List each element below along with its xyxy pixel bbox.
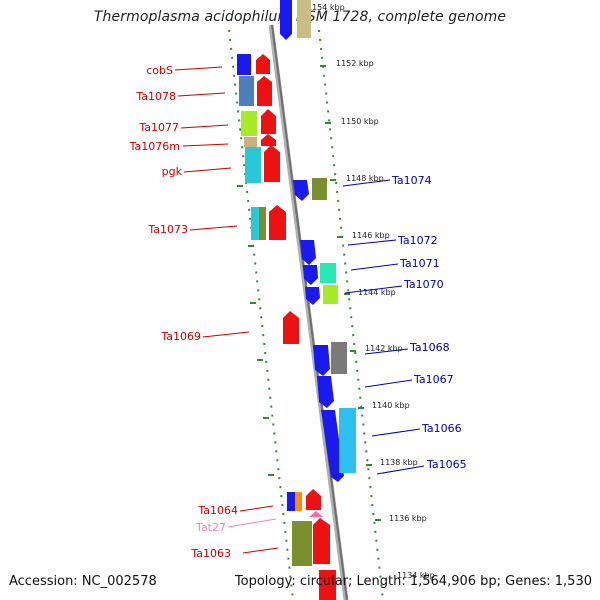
gene-block-lime[interactable] — [241, 111, 257, 136]
gene-label-Ta1067[interactable]: Ta1067 — [413, 373, 454, 386]
gene-block-olive-Ta1074[interactable] — [312, 178, 327, 200]
gene-label-Ta1069[interactable]: Ta1069 — [160, 330, 201, 343]
genome-backbone-shade — [271, 24, 348, 600]
scale-label: 1140 kbp — [372, 401, 410, 410]
scale-label: 1142 kbp — [365, 344, 403, 353]
gene-block-steelblue[interactable] — [239, 76, 254, 106]
gene-label-Ta1071[interactable]: Ta1071 — [399, 257, 440, 270]
right-leader-lines — [342, 179, 425, 475]
gene-arrow-Ta1070[interactable] — [305, 287, 320, 305]
gene-label-Ta1065[interactable]: Ta1065 — [426, 458, 467, 471]
gene-arrow-Ta1073[interactable] — [269, 205, 286, 240]
gene-arrow-cobS[interactable] — [256, 54, 270, 74]
gene-label-Ta1074[interactable]: Ta1074 — [391, 174, 432, 187]
gene-block-gray-Ta1068[interactable] — [331, 342, 347, 374]
left-leader-lines — [174, 66, 279, 554]
outer-dotted-ring — [318, 29, 384, 600]
accession-label: Accession: NC_002578 — [9, 574, 157, 589]
gene-block-olive-small[interactable] — [259, 207, 266, 240]
gene-arrow-Ta1067[interactable] — [317, 376, 334, 408]
gene-block-blue-small[interactable] — [287, 492, 295, 511]
scale-label: 1150 kbp — [341, 117, 379, 126]
gene-arrow-Ta1069[interactable] — [283, 311, 299, 344]
gene-label-Ta1078[interactable]: Ta1078 — [135, 90, 176, 103]
gene-label-Ta1064[interactable]: Ta1064 — [197, 504, 238, 517]
scale-label: 1134 kbp — [397, 571, 435, 580]
gene-label-Ta1072[interactable]: Ta1072 — [397, 234, 438, 247]
scale-label: 1144 kbp — [358, 288, 396, 297]
gene-block-aqua-Ta1071[interactable] — [320, 263, 336, 283]
gene-block-cyan[interactable] — [245, 147, 261, 183]
scale-label: 1138 kbp — [380, 458, 418, 467]
gene-label-Ta1077[interactable]: Ta1077 — [138, 121, 179, 134]
gene-label-Ta1066[interactable]: Ta1066 — [421, 422, 462, 435]
gene-block-cyan-small[interactable] — [251, 207, 259, 240]
gene-block-blue[interactable] — [237, 54, 251, 75]
scale-label: 1136 kbp — [389, 514, 427, 523]
gene-arrow-Ta1068[interactable] — [313, 345, 330, 376]
scale-label: 1148 kbp — [346, 174, 384, 183]
gene-arrow-Ta1077[interactable] — [261, 109, 276, 134]
gene-arrow-Ta1065[interactable] — [321, 410, 344, 482]
scale-label: 1152 kbp — [336, 59, 374, 68]
gene-arrow-Ta1072[interactable] — [300, 240, 316, 265]
gene-arrow-Ta1071a[interactable] — [303, 265, 318, 285]
inner-dotted-ring — [228, 29, 294, 600]
scale-label: 1146 kbp — [352, 231, 390, 240]
gene-label-pgk[interactable]: pgk — [162, 165, 183, 178]
gene-label-Ta1070[interactable]: Ta1070 — [403, 278, 444, 291]
genome-summary: Topology: circular; Length: 1,564,906 bp… — [234, 574, 592, 589]
gene-arrow-Tat27[interactable] — [309, 511, 323, 517]
gene-arrow-Ta1078[interactable] — [257, 76, 272, 106]
gene-arrow-Ta1076m[interactable] — [261, 134, 276, 146]
gene-arrow-Ta1064[interactable] — [306, 489, 321, 510]
gene-arrow-Ta1063[interactable] — [313, 518, 330, 564]
gene-block-olive-large[interactable] — [292, 521, 312, 566]
gene-label-Ta1068[interactable]: Ta1068 — [409, 341, 450, 354]
scale-label: 1154 kbp — [307, 3, 345, 12]
gene-label-Ta1063[interactable]: Ta1063 — [190, 547, 231, 560]
gene-arrow-pgk[interactable] — [264, 145, 280, 182]
gene-label-Ta1076m[interactable]: Ta1076m — [129, 140, 180, 153]
gene-block-top-khaki[interactable] — [297, 0, 311, 38]
gene-label-Ta1073[interactable]: Ta1073 — [147, 223, 188, 236]
leader-line-Tat27 — [227, 518, 277, 528]
gene-block-lime-Ta1070[interactable] — [323, 285, 338, 304]
gene-block-red-bottom[interactable] — [319, 570, 336, 600]
gene-block-cyan-Ta1066[interactable] — [339, 408, 356, 473]
gene-block-orange-small[interactable] — [295, 492, 302, 511]
gene-label-Tat27[interactable]: Tat27 — [195, 521, 226, 534]
gene-arrow-top-blue[interactable] — [280, 0, 292, 40]
gene-label-cobS[interactable]: cobS — [146, 64, 173, 77]
gene-block-tan[interactable] — [244, 137, 257, 147]
gene-arrow-Ta1074[interactable] — [293, 180, 309, 201]
right-ticks — [320, 65, 381, 521]
